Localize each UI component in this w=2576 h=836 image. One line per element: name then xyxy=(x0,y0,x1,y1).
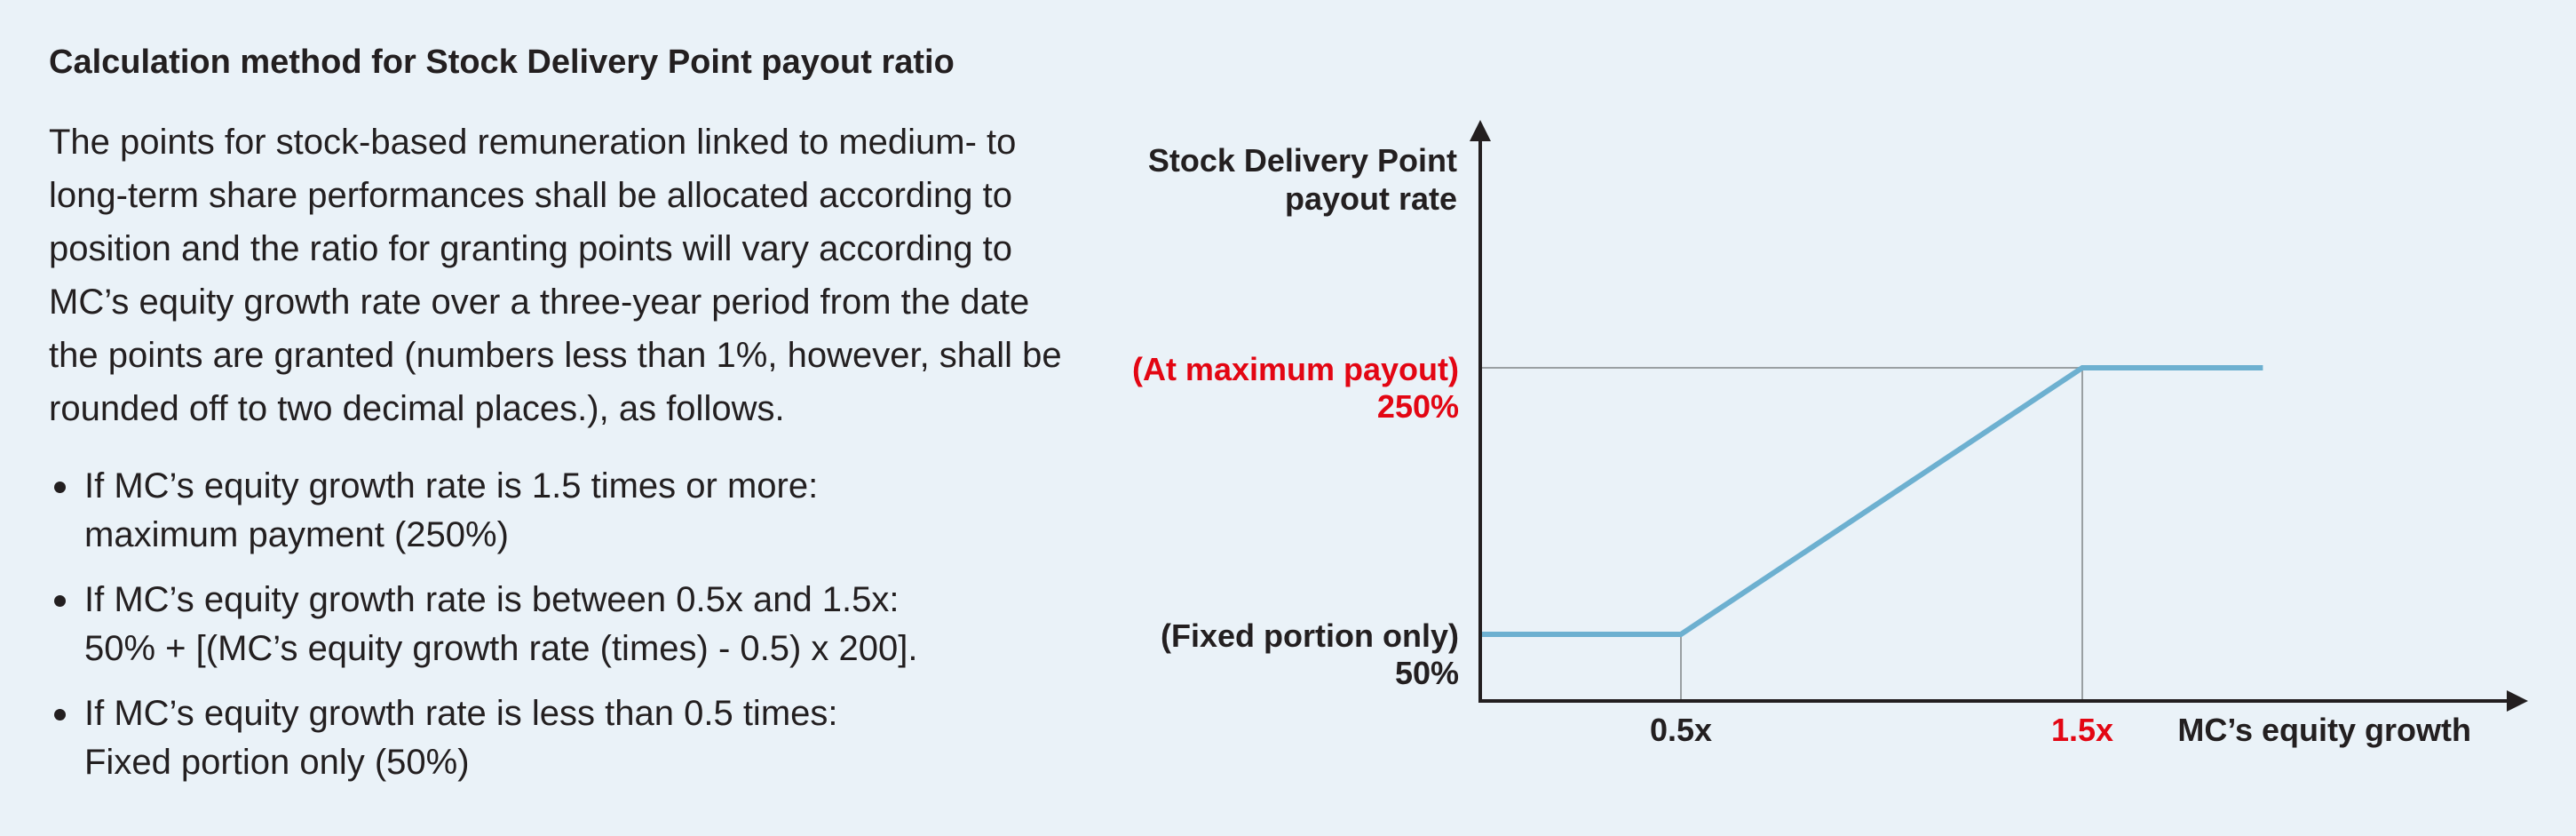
y-tick-label: (Fixed portion only) xyxy=(1161,617,1459,654)
x-axis-arrow xyxy=(2507,690,2528,712)
bullet-line: Fixed portion only (50%) xyxy=(84,742,470,782)
bullet-line: If MC’s equity growth rate is 1.5 times … xyxy=(84,466,819,506)
bullet-line: 50% + [(MC’s equity growth rate (times) … xyxy=(84,628,918,668)
bullet-line: If MC’s equity growth rate is between 0.… xyxy=(84,579,900,619)
y-tick-label: 50% xyxy=(1395,655,1459,691)
y-axis-arrow xyxy=(1470,120,1491,141)
series-line xyxy=(1480,365,2263,637)
list-item: If MC’s equity growth rate is between 0.… xyxy=(49,576,1061,673)
x-axis-label: MC’s equity growth xyxy=(2177,712,2471,748)
y-axis-label: payout rate xyxy=(1285,180,1457,217)
y-tick-label: (At maximum payout) xyxy=(1132,351,1459,387)
list-item: If MC’s equity growth rate is 1.5 times … xyxy=(49,462,1061,560)
x-tick-label: 1.5x xyxy=(2051,712,2113,748)
y-axis-label: Stock Delivery Point xyxy=(1148,142,1457,179)
y-tick-label: 250% xyxy=(1377,388,1459,425)
text-panel: Calculation method for Stock Delivery Po… xyxy=(49,43,1062,803)
bullet-line: maximum payment (250%) xyxy=(84,514,509,554)
description-paragraph: The points for stock-based remuneration … xyxy=(49,122,1062,428)
rules-list: If MC’s equity growth rate is 1.5 times … xyxy=(49,462,1061,787)
list-item: If MC’s equity growth rate is less than … xyxy=(49,689,1061,787)
x-tick-label: 0.5x xyxy=(1650,712,1712,748)
section-heading: Calculation method for Stock Delivery Po… xyxy=(49,44,955,81)
bullet-line: If MC’s equity growth rate is less than … xyxy=(84,693,838,733)
